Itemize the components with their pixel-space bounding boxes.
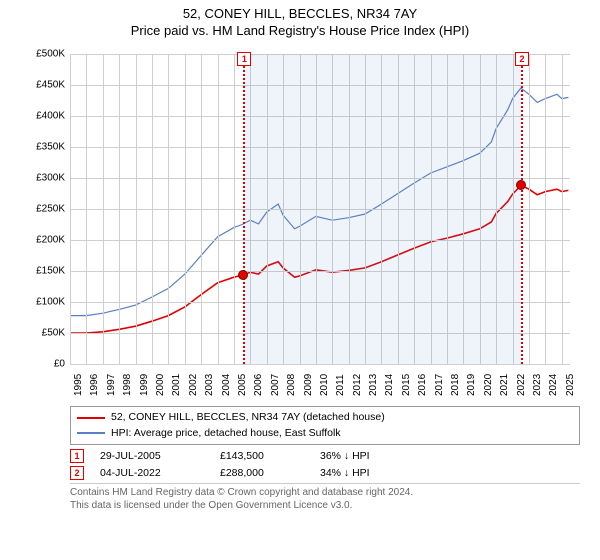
title-address: 52, CONEY HILL, BECCLES, NR34 7AY xyxy=(10,6,590,23)
sale-price: £288,000 xyxy=(220,467,320,479)
x-tick-label: 2022 xyxy=(516,374,527,396)
marker-box: 1 xyxy=(237,52,251,66)
sales-table: 1 29-JUL-2005 £143,500 36% ↓ HPI 2 04-JU… xyxy=(70,449,580,480)
x-tick-label: 2011 xyxy=(335,374,346,396)
y-tick-label: £50K xyxy=(42,327,65,338)
x-tick-label: 2003 xyxy=(204,374,215,396)
x-tick-label: 2008 xyxy=(286,374,297,396)
sale-date: 29-JUL-2005 xyxy=(100,450,220,462)
legend-label: HPI: Average price, detached house, East… xyxy=(111,426,341,442)
x-tick-label: 2016 xyxy=(417,374,428,396)
y-tick-label: £200K xyxy=(36,234,65,245)
x-tick-label: 2010 xyxy=(319,374,330,396)
footer-line: Contains HM Land Registry data © Crown c… xyxy=(70,486,580,499)
y-tick-label: £250K xyxy=(36,203,65,214)
y-tick-label: £300K xyxy=(36,172,65,183)
x-tick-label: 2002 xyxy=(188,374,199,396)
x-tick-label: 2020 xyxy=(483,374,494,396)
x-tick-label: 2019 xyxy=(466,374,477,396)
legend-row: 52, CONEY HILL, BECCLES, NR34 7AY (detac… xyxy=(77,410,573,426)
y-tick-label: £100K xyxy=(36,296,65,307)
x-tick-label: 2004 xyxy=(221,374,232,396)
sale-row: 2 04-JUL-2022 £288,000 34% ↓ HPI xyxy=(70,466,580,480)
y-tick-label: £150K xyxy=(36,265,65,276)
plot-area: 12 xyxy=(70,54,570,364)
y-tick-label: £500K xyxy=(36,48,65,59)
x-tick-label: 2013 xyxy=(368,374,379,396)
y-tick-label: £350K xyxy=(36,141,65,152)
y-tick-label: £400K xyxy=(36,110,65,121)
footer-line: This data is licensed under the Open Gov… xyxy=(70,499,580,512)
x-tick-label: 1997 xyxy=(106,374,117,396)
x-tick-label: 1996 xyxy=(89,374,100,396)
x-tick-label: 2007 xyxy=(270,374,281,396)
legend-swatch xyxy=(77,432,105,434)
sale-pct: 34% ↓ HPI xyxy=(320,467,460,479)
x-tick-label: 2014 xyxy=(384,374,395,396)
legend-label: 52, CONEY HILL, BECCLES, NR34 7AY (detac… xyxy=(111,410,385,426)
sale-price: £143,500 xyxy=(220,450,320,462)
sale-pct: 36% ↓ HPI xyxy=(320,450,460,462)
x-tick-label: 1998 xyxy=(122,374,133,396)
x-tick-label: 2012 xyxy=(352,374,363,396)
legend-swatch xyxy=(77,417,105,419)
x-tick-label: 2018 xyxy=(450,374,461,396)
y-tick-label: £450K xyxy=(36,79,65,90)
x-tick-label: 2006 xyxy=(253,374,264,396)
x-tick-label: 2009 xyxy=(303,374,314,396)
sale-marker: 2 xyxy=(70,466,84,480)
x-tick-label: 2005 xyxy=(237,374,248,396)
sale-row: 1 29-JUL-2005 £143,500 36% ↓ HPI xyxy=(70,449,580,463)
chart: 12 £0£50K£100K£150K£200K£250K£300K£350K£… xyxy=(20,44,580,404)
x-tick-label: 2023 xyxy=(532,374,543,396)
x-tick-label: 2001 xyxy=(171,374,182,396)
sale-marker: 1 xyxy=(70,449,84,463)
x-tick-label: 1995 xyxy=(73,374,84,396)
x-tick-label: 1999 xyxy=(139,374,150,396)
sale-date: 04-JUL-2022 xyxy=(100,467,220,479)
y-tick-label: £0 xyxy=(54,358,65,369)
marker-dot xyxy=(238,270,248,280)
legend-row: HPI: Average price, detached house, East… xyxy=(77,426,573,442)
x-tick-label: 2025 xyxy=(565,374,576,396)
marker-box: 2 xyxy=(515,52,529,66)
x-tick-label: 2000 xyxy=(155,374,166,396)
legend: 52, CONEY HILL, BECCLES, NR34 7AY (detac… xyxy=(70,406,580,446)
marker-dot xyxy=(516,180,526,190)
footer: Contains HM Land Registry data © Crown c… xyxy=(70,483,580,512)
x-tick-label: 2024 xyxy=(548,374,559,396)
title-subtitle: Price paid vs. HM Land Registry's House … xyxy=(10,23,590,40)
x-tick-label: 2015 xyxy=(401,374,412,396)
x-tick-label: 2017 xyxy=(434,374,445,396)
x-tick-label: 2021 xyxy=(499,374,510,396)
